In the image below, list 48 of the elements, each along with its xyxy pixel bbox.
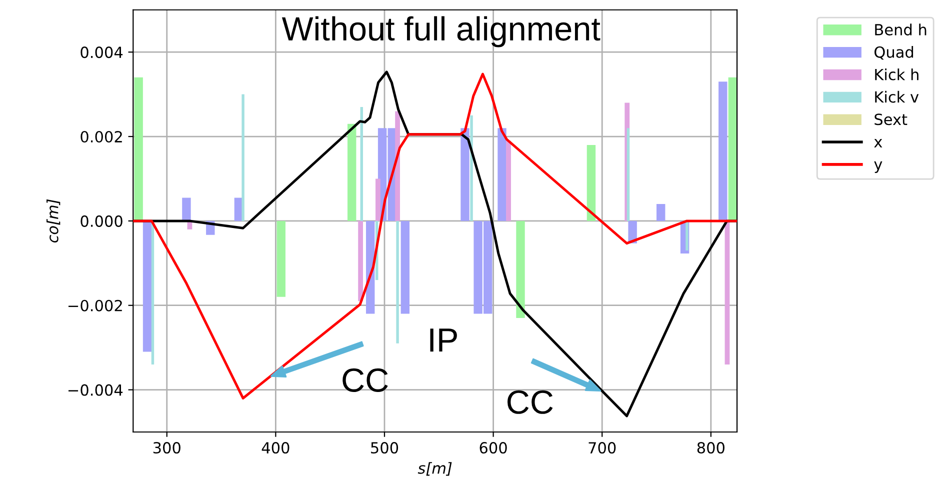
bar xyxy=(586,144,596,221)
legend-label: x xyxy=(874,139,882,148)
bar xyxy=(724,220,730,364)
annotation: CC xyxy=(508,390,553,414)
bar xyxy=(470,115,473,221)
x-tick-label: 400 xyxy=(262,442,290,454)
bar xyxy=(376,178,380,221)
chart-title: Without full alignment xyxy=(282,16,600,48)
legend-label: Quad xyxy=(874,46,914,60)
bar xyxy=(498,128,506,221)
x-tick-label: 600 xyxy=(480,442,507,454)
y-tick-label: −0.002 xyxy=(68,300,122,312)
bar xyxy=(718,82,728,221)
x-tick-label: 800 xyxy=(697,442,724,454)
bar xyxy=(276,220,286,297)
legend-label: Bend h xyxy=(875,24,926,36)
y-tick-label: 0.000 xyxy=(80,215,122,227)
annotation: IP xyxy=(430,328,457,352)
bar xyxy=(728,77,738,221)
bar xyxy=(395,111,400,221)
y-tick-label: −0.004 xyxy=(68,384,123,396)
x-axis-title: s[m] xyxy=(418,462,452,476)
legend-label: y xyxy=(874,161,882,173)
x-tick-label: 300 xyxy=(153,442,180,454)
bar xyxy=(347,124,356,221)
x-tick-label: 700 xyxy=(588,442,616,454)
bar xyxy=(516,220,525,318)
y-tick-label: 0.002 xyxy=(80,130,122,143)
legend-label: Sext xyxy=(874,114,908,126)
bar xyxy=(460,128,470,221)
legend-label: Kick v xyxy=(875,90,919,103)
bar xyxy=(142,220,152,352)
bar xyxy=(686,220,688,250)
y-axis-title: co[m] xyxy=(46,199,60,243)
x-tick-label: 500 xyxy=(371,442,398,454)
bar xyxy=(506,140,511,221)
annotation: CC xyxy=(342,368,388,392)
bar xyxy=(358,220,363,302)
bar xyxy=(656,204,666,221)
y-tick-label: 0.004 xyxy=(80,46,123,58)
legend-label: Kick h xyxy=(875,68,918,80)
bar xyxy=(396,220,399,344)
bar xyxy=(626,128,630,221)
bar xyxy=(400,220,410,314)
bar xyxy=(242,94,244,221)
bar xyxy=(182,198,191,221)
bar xyxy=(134,77,143,221)
bar xyxy=(360,106,363,221)
